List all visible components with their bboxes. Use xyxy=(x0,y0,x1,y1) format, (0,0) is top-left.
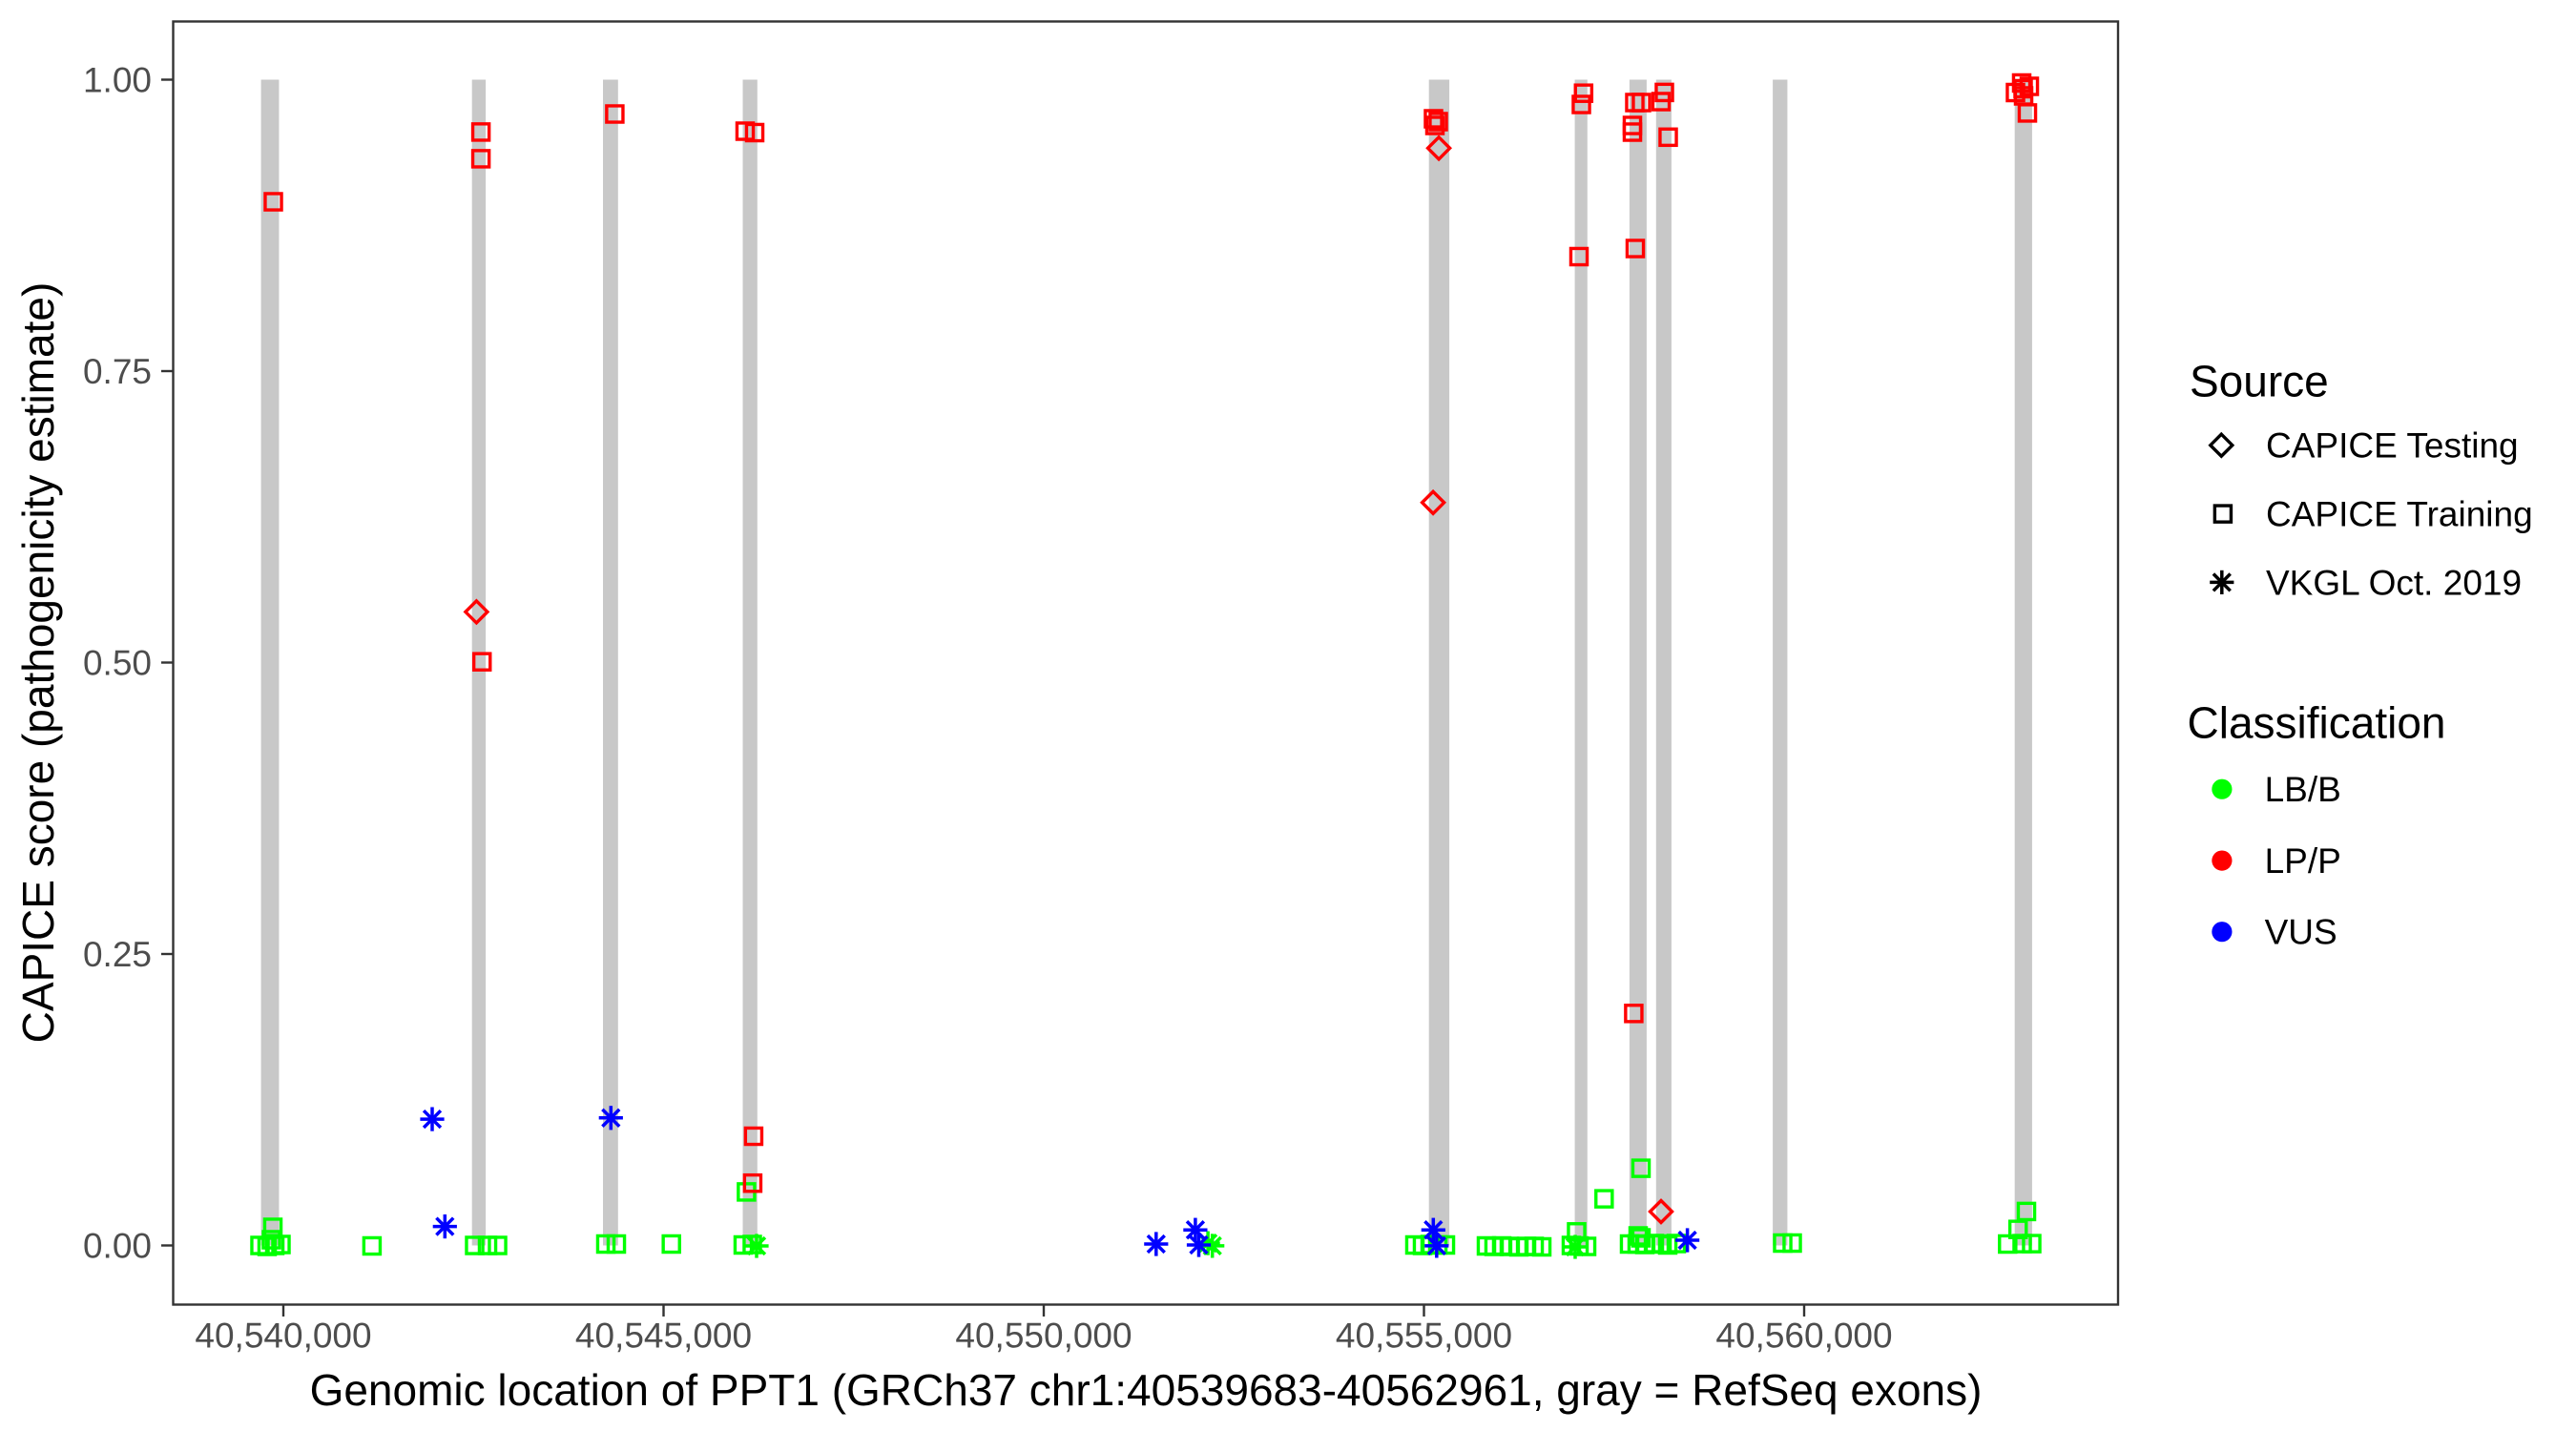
svg-text:VKGL Oct. 2019: VKGL Oct. 2019 xyxy=(2266,563,2522,602)
svg-text:40,545,000: 40,545,000 xyxy=(575,1317,752,1356)
svg-text:1.00: 1.00 xyxy=(83,61,152,100)
svg-text:CAPICE Testing: CAPICE Testing xyxy=(2266,426,2519,466)
svg-text:LP/P: LP/P xyxy=(2265,841,2341,881)
svg-text:40,560,000: 40,560,000 xyxy=(1715,1317,1892,1356)
svg-text:0.25: 0.25 xyxy=(83,935,152,974)
svg-text:40,540,000: 40,540,000 xyxy=(195,1317,371,1356)
svg-text:40,550,000: 40,550,000 xyxy=(955,1317,1132,1356)
svg-text:0.75: 0.75 xyxy=(83,352,152,391)
svg-text:Classification: Classification xyxy=(2188,698,2446,748)
svg-text:Source: Source xyxy=(2190,357,2329,406)
svg-text:CAPICE score (pathogenicity es: CAPICE score (pathogenicity estimate) xyxy=(13,282,63,1044)
svg-text:Genomic location of PPT1 (GRCh: Genomic location of PPT1 (GRCh37 chr1:40… xyxy=(310,1365,1983,1415)
svg-text:LB/B: LB/B xyxy=(2265,770,2341,809)
svg-text:CAPICE Training: CAPICE Training xyxy=(2266,495,2533,534)
svg-text:0.00: 0.00 xyxy=(83,1227,152,1266)
svg-text:0.50: 0.50 xyxy=(83,644,152,683)
svg-text:VUS: VUS xyxy=(2265,913,2337,952)
svg-text:40,555,000: 40,555,000 xyxy=(1336,1317,1512,1356)
